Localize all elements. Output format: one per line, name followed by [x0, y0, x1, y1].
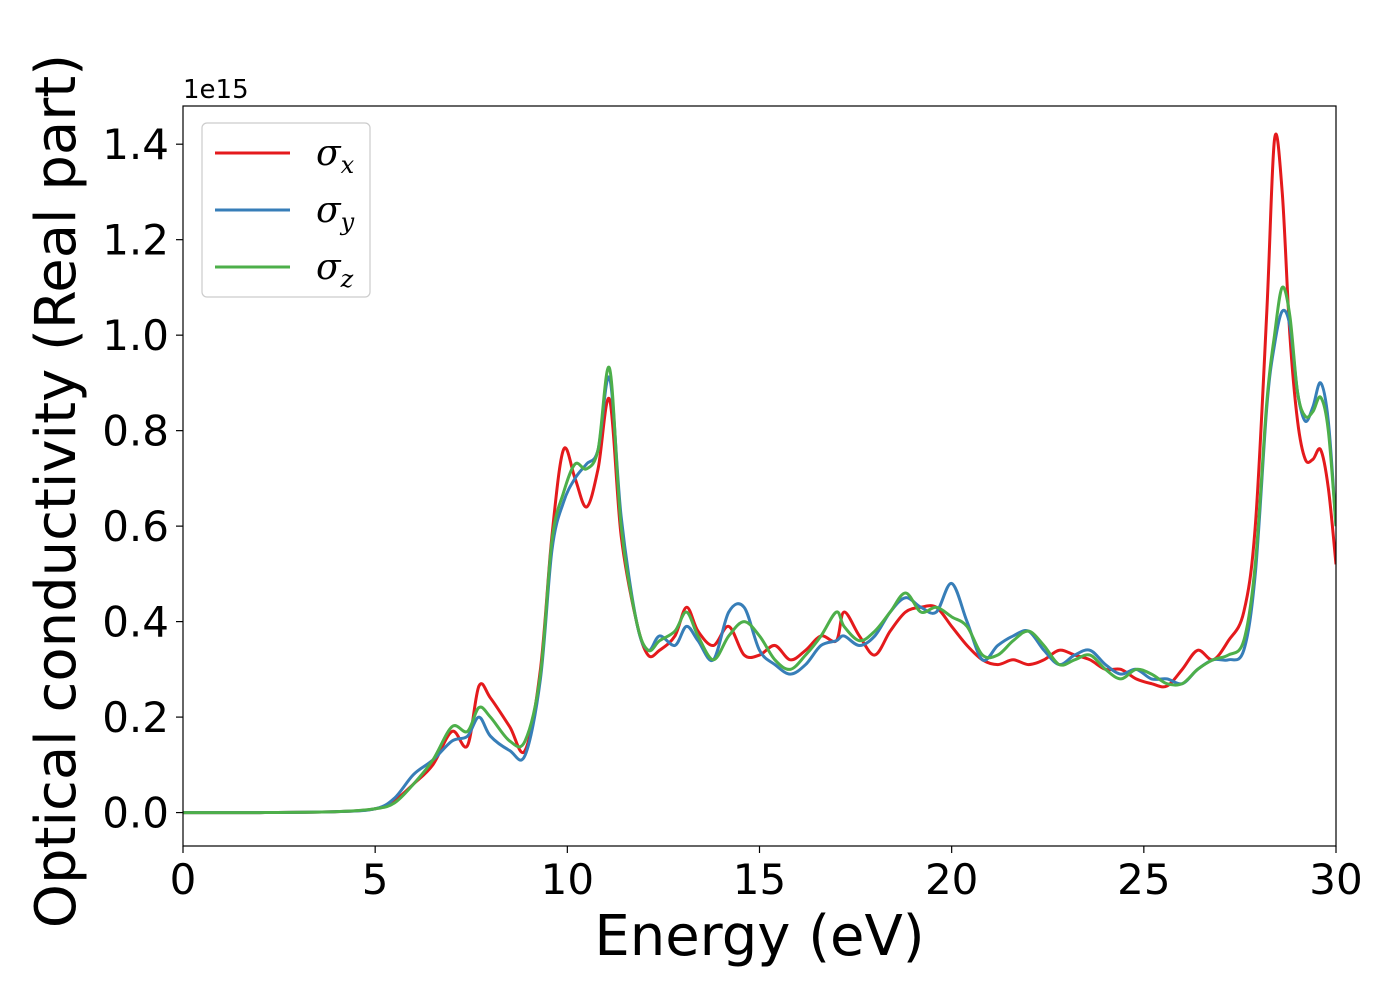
y-tick-label: 0.2 — [102, 693, 169, 742]
y-tick-label: 0.0 — [102, 789, 169, 838]
x-tick-label: 10 — [541, 855, 594, 904]
y-axis: 0.0 0.2 0.4 0.6 0.8 1.0 1.2 1.4 — [102, 120, 183, 838]
legend-label-z: σz — [316, 247, 354, 293]
y-tick-label: 0.6 — [102, 502, 169, 551]
legend-items: σx σy σz — [215, 133, 355, 293]
x-tick-label: 25 — [1117, 855, 1170, 904]
x-tick-label: 0 — [170, 855, 197, 904]
x-tick-label: 5 — [362, 855, 389, 904]
x-axis-title: Energy (eV) — [594, 904, 924, 969]
y-tick-label: 0.8 — [102, 407, 169, 456]
y-axis-title: Optical conductivity (Real part) — [24, 54, 89, 928]
x-tick-label: 20 — [925, 855, 978, 904]
y-tick-label: 1.0 — [102, 311, 169, 360]
x-axis: 0 5 10 15 20 25 30 — [170, 846, 1363, 904]
series-line-z — [183, 285, 1336, 815]
series-layer — [183, 132, 1336, 815]
series-line-y — [183, 308, 1336, 815]
legend: σx σy σz — [201, 122, 371, 298]
y-tick-label: 0.4 — [102, 598, 169, 647]
x-tick-label: 30 — [1309, 855, 1362, 904]
y-tick-label: 1.2 — [102, 216, 169, 265]
x-tick-label: 15 — [733, 855, 786, 904]
legend-label-y: σy — [316, 190, 355, 236]
y-tick-label: 1.4 — [102, 120, 169, 169]
legend-label-x: σx — [316, 133, 355, 179]
y-offset-label: 1e15 — [183, 75, 249, 105]
